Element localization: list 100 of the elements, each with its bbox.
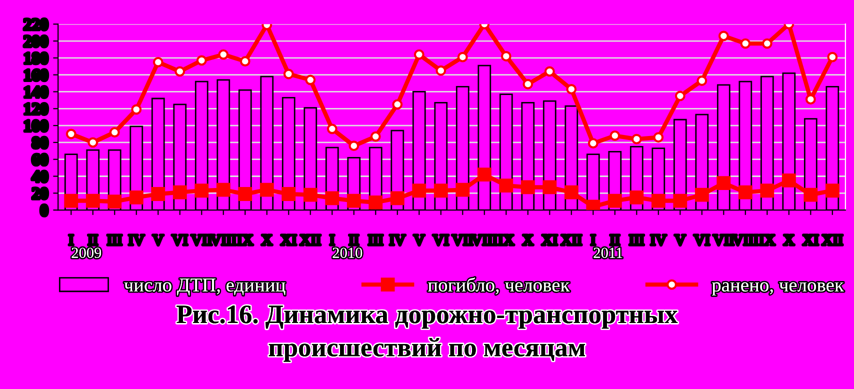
y-tick-label: 40 bbox=[32, 170, 48, 182]
point bbox=[216, 182, 230, 197]
y-tick-label: 60 bbox=[32, 154, 48, 166]
point bbox=[151, 187, 166, 201]
point bbox=[305, 74, 316, 86]
x-tick-label: IV bbox=[650, 234, 666, 246]
point bbox=[782, 174, 796, 188]
point bbox=[325, 191, 340, 206]
point bbox=[477, 168, 492, 182]
point bbox=[348, 140, 360, 152]
point bbox=[129, 190, 144, 204]
point bbox=[500, 51, 512, 62]
point bbox=[738, 185, 752, 200]
point bbox=[653, 132, 664, 143]
y-tick-label: 120 bbox=[24, 103, 48, 115]
point bbox=[651, 194, 666, 208]
x-tick-label: VII bbox=[452, 234, 473, 246]
point bbox=[566, 84, 577, 94]
point bbox=[805, 94, 816, 105]
legend-label: ранено, человек bbox=[712, 282, 844, 296]
x-tick-label: II bbox=[610, 234, 620, 245]
point bbox=[88, 137, 98, 148]
point bbox=[544, 66, 555, 77]
x-tick-label: I bbox=[330, 234, 334, 245]
y-tick-label: 160 bbox=[24, 70, 48, 81]
point bbox=[414, 49, 424, 60]
point bbox=[303, 188, 318, 202]
x-tick-label: III bbox=[368, 234, 383, 245]
point bbox=[718, 30, 729, 42]
point bbox=[283, 68, 294, 80]
text: 2009 bbox=[72, 248, 102, 258]
point bbox=[194, 184, 209, 198]
y-tick-label: 200 bbox=[24, 36, 48, 47]
point bbox=[716, 176, 731, 190]
point bbox=[825, 184, 840, 198]
y-tick-label: 0 bbox=[40, 204, 48, 216]
x-tick-label: VI bbox=[694, 234, 710, 246]
point bbox=[674, 90, 686, 102]
x-tick-label: X bbox=[784, 234, 794, 245]
x-tick-label: XI bbox=[542, 234, 558, 245]
point bbox=[610, 130, 620, 141]
point bbox=[456, 182, 470, 197]
point bbox=[762, 38, 772, 49]
point bbox=[240, 56, 250, 67]
point bbox=[346, 194, 361, 208]
point bbox=[370, 131, 381, 142]
legend-label: погибло, человек bbox=[428, 277, 570, 294]
legend-label: число ДТП, единиц bbox=[124, 278, 286, 296]
point bbox=[196, 55, 207, 66]
x-tick-label: XII bbox=[300, 234, 320, 245]
point bbox=[131, 104, 142, 115]
point bbox=[326, 124, 338, 134]
y-tick-label: 220 bbox=[24, 18, 48, 30]
point bbox=[86, 194, 100, 208]
point bbox=[630, 190, 644, 204]
y-tick-label: 80 bbox=[32, 137, 48, 148]
point bbox=[412, 184, 426, 198]
point bbox=[631, 134, 642, 144]
point bbox=[108, 194, 122, 209]
point bbox=[696, 76, 708, 86]
point bbox=[457, 52, 468, 62]
point bbox=[172, 185, 187, 200]
x-tick-label: I bbox=[591, 234, 596, 245]
point bbox=[64, 194, 78, 208]
point bbox=[368, 196, 383, 210]
x-tick-label: X bbox=[522, 234, 534, 245]
text: 2011 bbox=[594, 248, 622, 258]
point bbox=[673, 194, 688, 208]
x-tick-label: III bbox=[630, 234, 644, 245]
x-tick-label: XI bbox=[280, 234, 296, 245]
x-tick-label: IX bbox=[498, 234, 514, 245]
text: Рис.16. Динамика дорожно-транспортных происшествий по месяцам bbox=[176, 306, 678, 362]
y-tick-label: 180 bbox=[24, 52, 48, 64]
text: 2010 bbox=[332, 248, 362, 258]
x-tick-label: VII bbox=[191, 234, 212, 246]
x-tick-label: IV bbox=[390, 234, 406, 246]
point bbox=[760, 184, 774, 198]
point bbox=[152, 56, 164, 68]
x-tick-label: XI bbox=[802, 234, 818, 245]
point bbox=[218, 49, 229, 60]
y-tick-label: 140 bbox=[24, 86, 48, 98]
x-tick-label: III bbox=[108, 234, 122, 245]
x-tick-label: V bbox=[152, 234, 164, 246]
point bbox=[608, 194, 622, 208]
x-tick-label: II bbox=[88, 234, 98, 245]
point bbox=[282, 187, 296, 201]
x-tick-label: VII bbox=[713, 234, 734, 246]
point bbox=[694, 188, 709, 202]
point bbox=[520, 180, 535, 194]
point bbox=[392, 99, 403, 110]
point bbox=[174, 66, 186, 77]
point bbox=[827, 52, 838, 62]
y-tick-label: 20 bbox=[32, 188, 48, 200]
point bbox=[588, 138, 598, 148]
point bbox=[436, 65, 446, 76]
x-tick-label: X bbox=[262, 234, 272, 245]
x-tick-label: II bbox=[349, 234, 358, 245]
x-tick-label: V bbox=[674, 234, 686, 246]
point bbox=[804, 188, 818, 202]
point bbox=[522, 78, 534, 90]
